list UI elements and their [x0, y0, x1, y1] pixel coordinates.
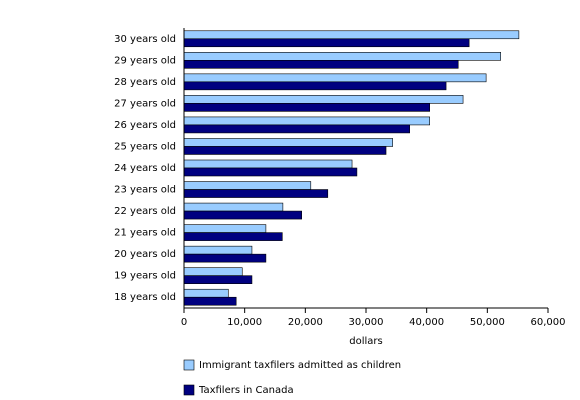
bar [183, 30, 520, 40]
legend-swatch [183, 384, 195, 396]
bar [183, 275, 253, 284]
bar [183, 296, 237, 306]
bar [183, 38, 470, 48]
legend-label: Immigrant taxfilers admitted as children [199, 360, 401, 371]
y-tick-label: 28 years old [114, 77, 176, 88]
x-tick-label: 0 [181, 317, 187, 328]
x-tick-label: 30,000 [349, 317, 384, 328]
bar [183, 60, 459, 69]
bar [183, 116, 430, 126]
bar [183, 95, 464, 104]
x-tick-label: 20,000 [288, 317, 323, 328]
x-tick-label: 60,000 [531, 317, 566, 328]
bar [183, 224, 267, 233]
bar [183, 103, 430, 112]
bar [183, 167, 358, 177]
y-tick-label: 18 years old [114, 292, 176, 303]
bar [183, 288, 229, 298]
bar [183, 181, 312, 190]
bar [183, 146, 387, 155]
bar [183, 202, 284, 212]
bar [183, 73, 487, 83]
bar [183, 267, 243, 276]
bar [183, 138, 393, 147]
y-tick-label: 26 years old [114, 120, 176, 131]
bar [183, 210, 302, 220]
bar [183, 253, 267, 263]
y-tick-label: 24 years old [114, 163, 176, 174]
bar [183, 52, 501, 61]
bar [183, 159, 353, 169]
bar [183, 189, 329, 198]
y-tick-label: 30 years old [114, 34, 176, 45]
x-tick-label: 10,000 [227, 317, 262, 328]
y-tick-label: 19 years old [114, 271, 176, 282]
y-tick-label: 25 years old [114, 141, 176, 152]
y-tick-label: 20 years old [114, 249, 176, 260]
bar [183, 81, 447, 91]
y-tick-label: 22 years old [114, 206, 176, 217]
legend-label: Taxfilers in Canada [198, 385, 294, 396]
bar [183, 245, 253, 255]
legend-swatch [183, 359, 195, 371]
y-tick-label: 23 years old [114, 185, 176, 196]
x-axis-label: dollars [349, 336, 382, 347]
bar [183, 232, 283, 241]
bar [183, 124, 410, 134]
x-tick-label: 50,000 [470, 317, 505, 328]
x-tick-label: 40,000 [409, 317, 444, 328]
y-tick-label: 21 years old [114, 228, 176, 239]
y-tick-label: 29 years old [114, 55, 176, 66]
y-tick-label: 27 years old [114, 98, 176, 109]
